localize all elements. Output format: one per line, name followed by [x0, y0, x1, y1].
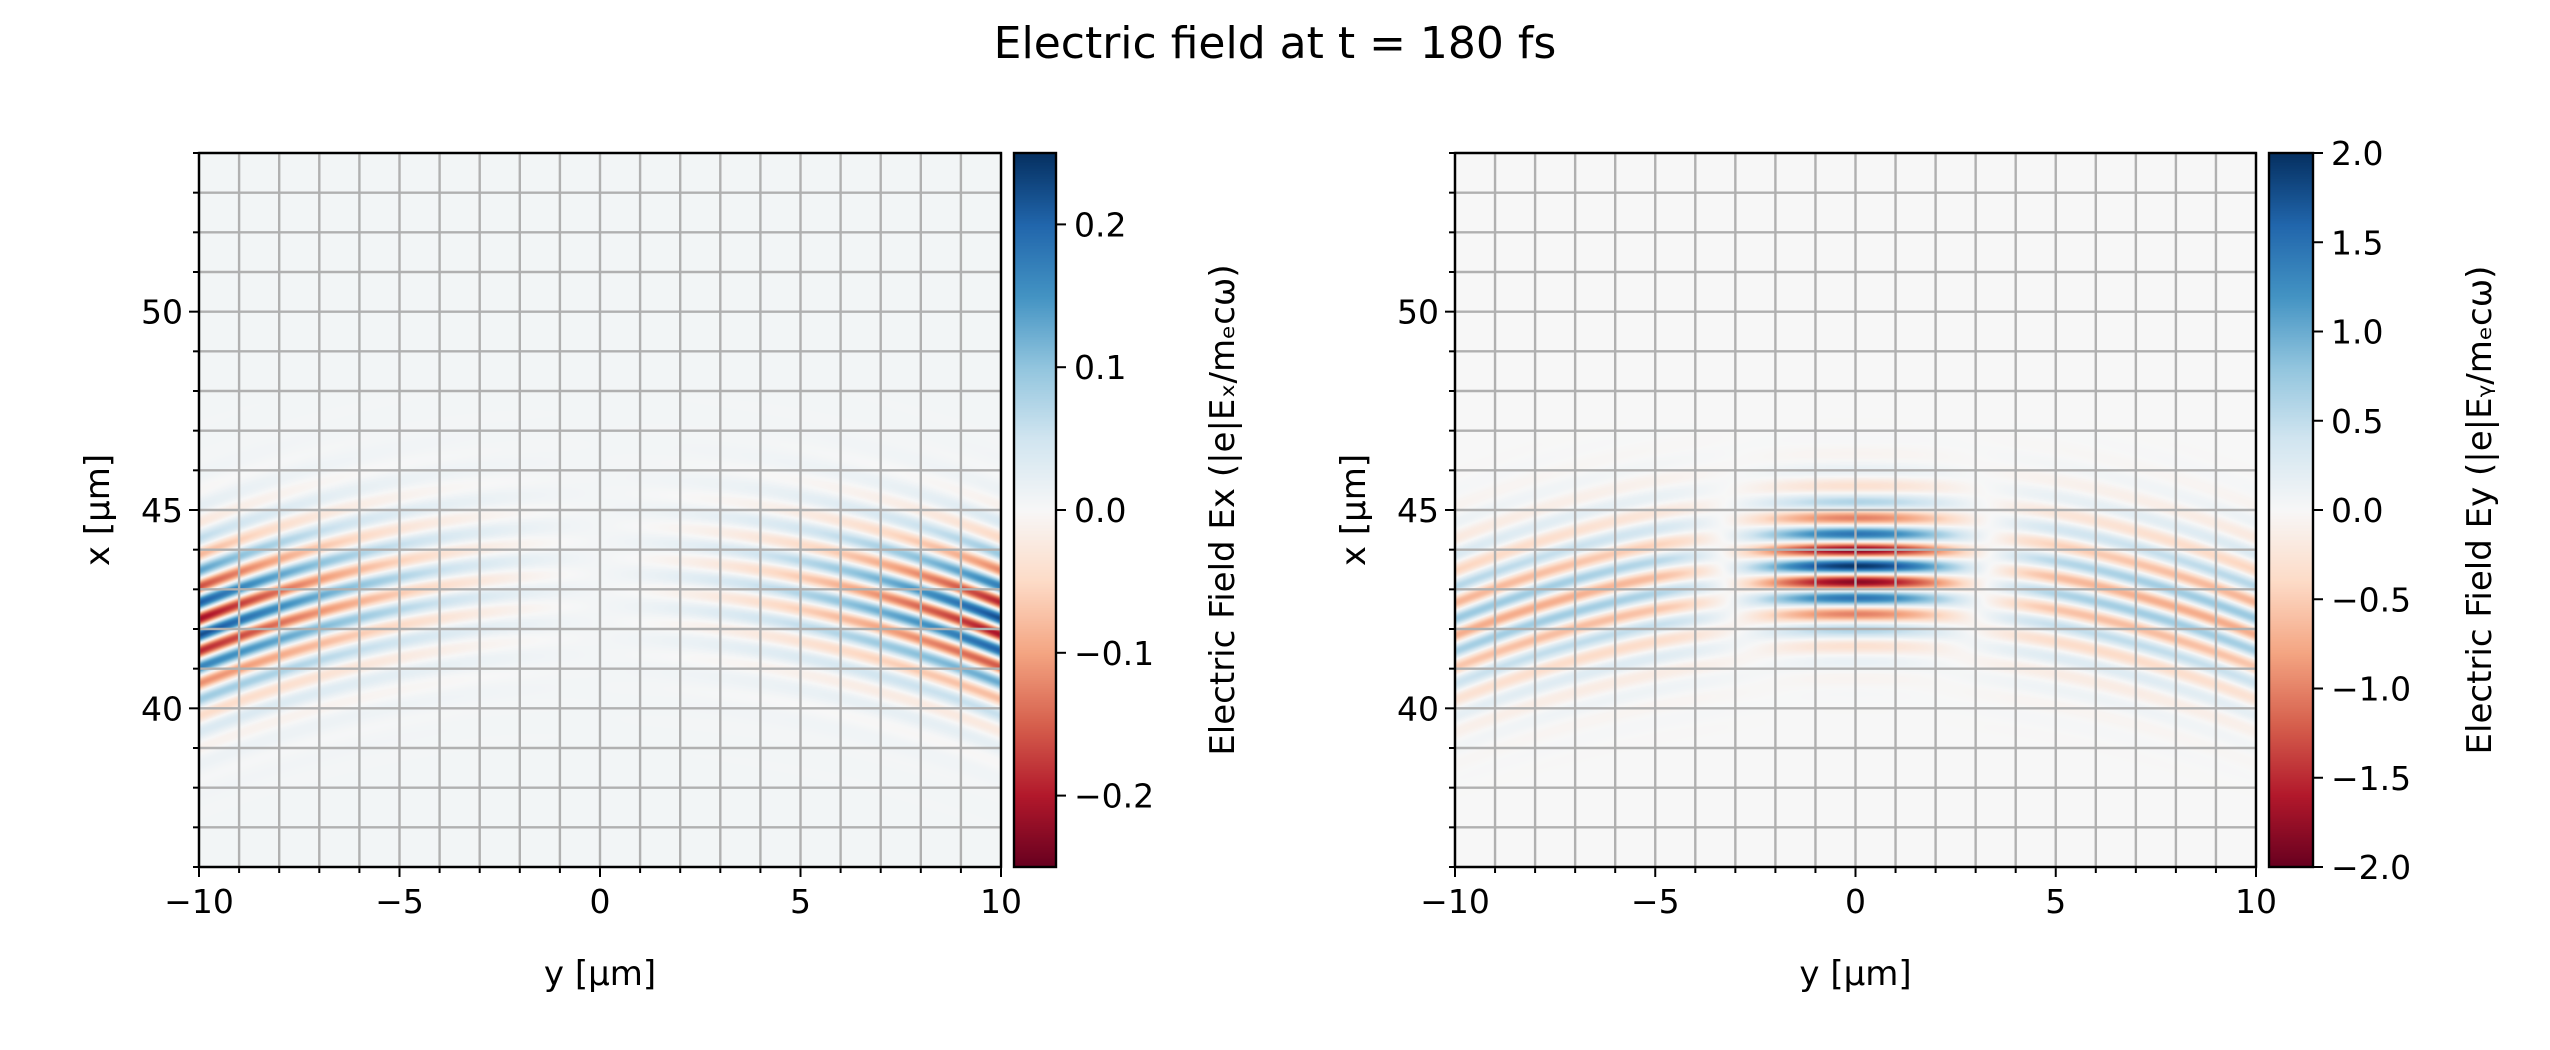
x-axis-label: y [µm] — [544, 954, 656, 994]
axes-frame — [1453, 151, 2258, 869]
x-tick-label: −10 — [1420, 882, 1490, 921]
y-tick-label: 50 — [1397, 293, 1439, 332]
x-tick-label: −10 — [164, 882, 234, 921]
x-tick-label: −5 — [375, 882, 424, 921]
colorbar-tick-label: −0.2 — [1074, 777, 1154, 816]
y-tick-label: 40 — [141, 689, 183, 728]
colorbar-tick-label: 2.0 — [2331, 134, 2383, 173]
axes-frame — [197, 151, 1003, 869]
colorbar — [2269, 153, 2313, 867]
x-tick-label: −5 — [1631, 882, 1680, 921]
colorbar-tick-label: −1.0 — [2331, 670, 2411, 709]
x-tick-label: 5 — [2045, 882, 2066, 921]
colorbar-frame — [2267, 151, 2315, 869]
colorbar-tick-label: 0.2 — [1074, 205, 1126, 244]
colorbar-tick-label: −0.5 — [2331, 580, 2411, 619]
y-axis-label: x [µm] — [1334, 454, 1374, 566]
x-tick-label: 0 — [590, 882, 611, 921]
x-tick-label: 10 — [980, 882, 1022, 921]
colorbar-tick-label: −1.5 — [2331, 759, 2411, 798]
colorbar-tick-label: −2.0 — [2331, 848, 2411, 887]
colorbar-tick-label: 1.0 — [2331, 313, 2383, 352]
x-tick-label: 10 — [2235, 882, 2277, 921]
colorbar-tick-label: 0.1 — [1074, 348, 1126, 387]
x-tick-label: 5 — [790, 882, 811, 921]
y-tick-label: 50 — [141, 293, 183, 332]
y-axis-label: x [µm] — [78, 454, 118, 566]
y-tick-label: 45 — [141, 491, 183, 530]
colorbar-label: Electric Field Ey (|e|Eᵧ/mₑcω) — [2460, 266, 2500, 755]
figure-title: Electric field at t = 180 fs — [993, 18, 1557, 69]
colorbar-tick-label: 0.0 — [1074, 491, 1126, 530]
colorbar-label: Electric Field Ex (|e|Eₓ/mₑcω) — [1203, 264, 1243, 755]
x-axis-label: y [µm] — [1799, 954, 1911, 994]
colorbar-tick-label: 0.5 — [2331, 402, 2383, 441]
colorbar — [1014, 153, 1056, 867]
y-tick-label: 40 — [1397, 689, 1439, 728]
colorbar-tick-label: 0.0 — [2331, 491, 2383, 530]
colorbar-tick-label: −0.1 — [1074, 634, 1154, 673]
y-tick-label: 45 — [1397, 491, 1439, 530]
x-tick-label: 0 — [1845, 882, 1866, 921]
colorbar-tick-label: 1.5 — [2331, 223, 2383, 262]
